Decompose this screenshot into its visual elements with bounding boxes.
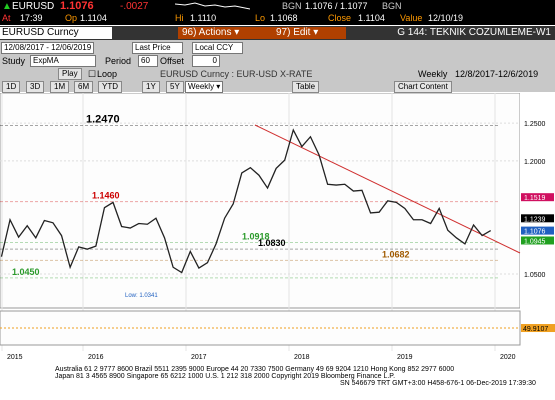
footer-line: Australia 61 2 9777 8600 Brazil 5511 239… xyxy=(55,366,455,373)
x-tick-label: 2019 xyxy=(397,354,413,361)
x-tick-label: 2015 xyxy=(7,354,23,361)
time: 17:39 xyxy=(20,13,43,23)
range-button[interactable]: 1D xyxy=(2,81,21,93)
study-label: Study xyxy=(2,56,26,66)
value-date: 12/10/19 xyxy=(428,13,464,23)
loop-checkbox[interactable]: ☐ xyxy=(88,69,97,79)
range-button[interactable]: 6M xyxy=(74,81,94,93)
close-label: Close xyxy=(328,13,352,23)
table-button[interactable]: Table xyxy=(292,81,320,93)
x-tick-label: 2017 xyxy=(191,354,207,361)
edit-menu[interactable]: 97) Edit ▾ xyxy=(272,27,346,39)
study-select[interactable]: ExpMA xyxy=(30,55,96,67)
price-tag-label: 1.1076 xyxy=(524,229,546,236)
low-label: Low: 1.0341 xyxy=(125,293,158,299)
rsi-tag xyxy=(521,324,555,333)
range-button[interactable]: 1M xyxy=(50,81,70,93)
price-tag xyxy=(521,236,554,245)
rsi-tag-label: 49.9107 xyxy=(523,326,548,333)
quote-bar: ▲ EURUSD 1.1076 -.0027 BGN 1.1076 / 1.10… xyxy=(0,0,555,25)
price-tag-label: 1.1519 xyxy=(524,195,546,202)
close: 1.1104 xyxy=(358,13,385,23)
price-tag xyxy=(521,226,554,235)
footer-line: SN 546679 TRT GMT+3:00 H458-676-1 06-Dec… xyxy=(340,380,536,387)
change: -.0027 xyxy=(120,1,149,12)
level-label: 1.2470 xyxy=(86,113,120,125)
value-label: Value xyxy=(400,13,423,23)
x-tick-label: 2016 xyxy=(88,354,104,361)
date-range[interactable]: 12/08/2017 - 12/06/2019 xyxy=(1,42,95,54)
footer-line: Japan 81 3 4565 8900 Singapore 65 6212 1… xyxy=(55,373,396,380)
at-label: At xyxy=(2,13,11,23)
loop-label: Loop xyxy=(97,69,118,79)
x-tick-label: 2018 xyxy=(294,354,310,361)
low: 1.1068 xyxy=(270,13,298,23)
sparkline xyxy=(175,2,250,10)
controls: 12/08/2017 - 12/06/2019 Last Price Local… xyxy=(0,40,555,93)
y-tick-label: 1.2000 xyxy=(524,159,546,166)
hi-label: Hi xyxy=(175,13,184,23)
plot-area xyxy=(0,93,521,309)
bid-ask: 1.1076 / 1.1077 xyxy=(305,1,368,11)
price-tag-label: 1.0945 xyxy=(524,238,546,245)
period-input[interactable]: 60 xyxy=(138,55,158,67)
op-label: Op xyxy=(65,13,78,23)
range-button[interactable]: 3D xyxy=(26,81,45,93)
chart-content-button[interactable]: Chart Content xyxy=(394,81,452,93)
level-label: 1.0918 xyxy=(242,232,270,242)
actions-menu[interactable]: 96) Actions ▾ xyxy=(178,27,272,39)
period-range: 12/8/2017-12/6/2019 xyxy=(455,69,539,79)
level-label: 1.0450 xyxy=(12,267,40,277)
range-button[interactable]: 5Y xyxy=(166,81,184,93)
offset-label: Offset xyxy=(160,56,184,66)
price-tag-label: 1.1239 xyxy=(524,216,546,223)
level-label: 1.0682 xyxy=(382,249,410,259)
trend-line xyxy=(254,124,521,254)
x-tick-label: 2020 xyxy=(500,354,516,361)
level-label: 1.1460 xyxy=(92,191,120,201)
high: 1.1110 xyxy=(190,13,217,23)
price-line xyxy=(0,128,492,274)
level-label: 1.0830 xyxy=(258,238,286,248)
lo-label: Lo xyxy=(255,13,266,23)
page-title: G 144: TEKNIK COZUMLEME-W1 xyxy=(397,27,551,38)
field-select[interactable]: Last Price xyxy=(132,42,183,54)
range-button[interactable]: YTD xyxy=(98,81,122,93)
footer: Australia 61 2 9777 8600 Brazil 5511 239… xyxy=(0,362,555,400)
price-tag xyxy=(521,193,554,202)
period-label: Period xyxy=(105,56,132,66)
currency-select[interactable]: Local CCY xyxy=(192,42,243,54)
open: 1.1104 xyxy=(80,13,107,23)
y-tick-label: 1.2500 xyxy=(524,121,546,128)
chart: 1.2500 1.2000 1.0500 2015 2016 2017 2018 2019 20… xyxy=(0,93,555,361)
offset-input[interactable]: 0 xyxy=(192,55,220,67)
frequency-select[interactable]: Weekly ▾ xyxy=(185,81,224,93)
play-button[interactable]: Play xyxy=(58,68,82,80)
description: EURUSD Curncy : EUR-USD X-RATE xyxy=(160,69,313,79)
bid-source: BGN xyxy=(282,1,302,11)
ticker: EURUSD xyxy=(12,1,55,12)
security-field[interactable]: EURUSD Curncy xyxy=(0,27,112,39)
frequency: Weekly xyxy=(418,69,448,79)
y-tick-label: 1.0500 xyxy=(524,272,546,279)
source: BGN xyxy=(382,1,402,11)
menu-bar: EURUSD Curncy 96) Actions ▾ 97) Edit ▾ G… xyxy=(0,26,555,40)
price: 1.1076 xyxy=(60,0,94,12)
arrow: ▲ xyxy=(2,1,12,12)
price-tag xyxy=(521,214,554,223)
range-button[interactable]: 1Y xyxy=(142,81,160,93)
